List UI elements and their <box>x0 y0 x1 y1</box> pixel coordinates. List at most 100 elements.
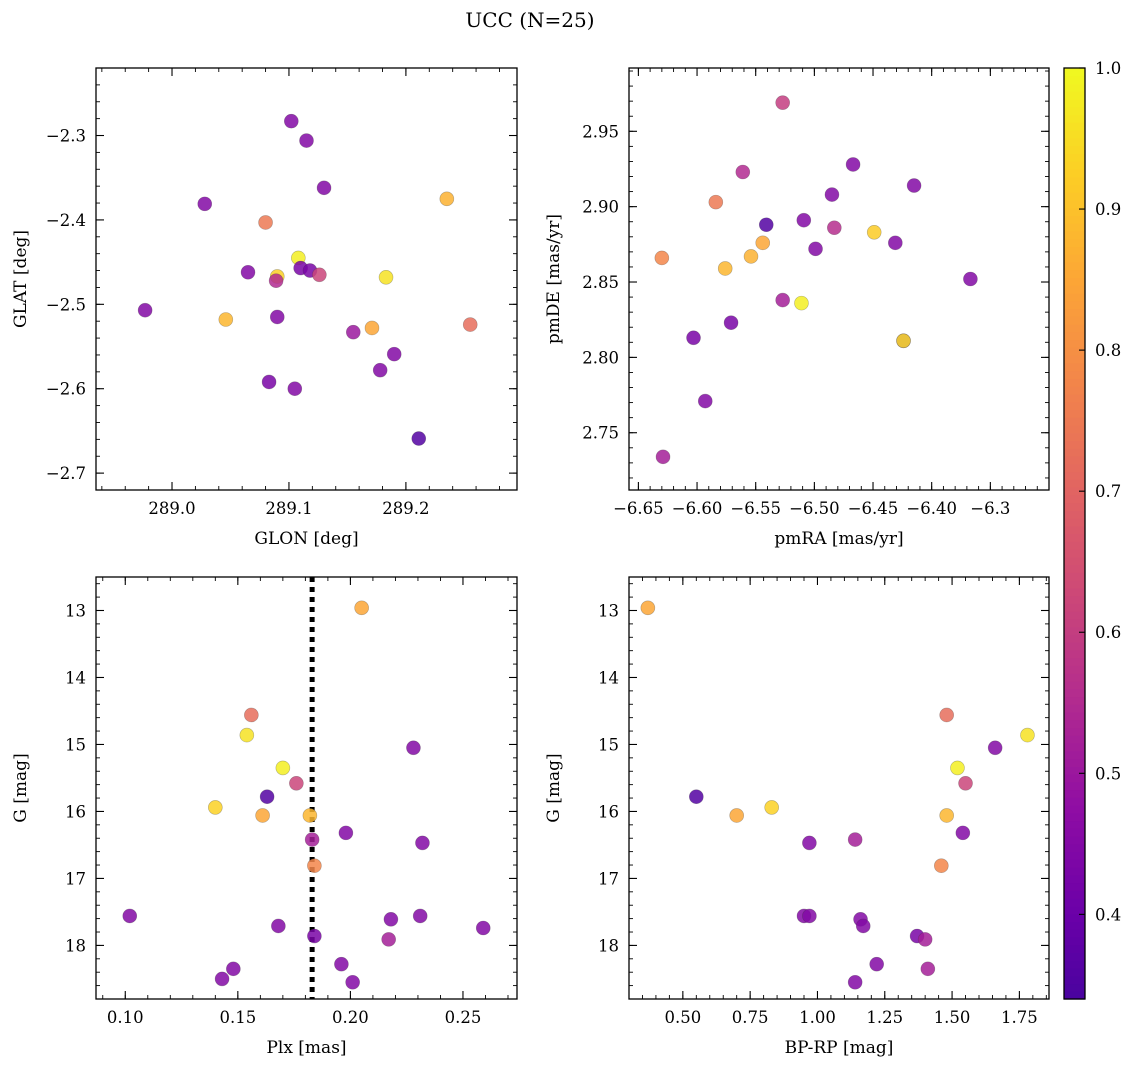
data-point <box>802 908 817 924</box>
data-point <box>304 832 320 847</box>
data-point <box>255 808 270 823</box>
y-tick-label: 16 <box>65 802 86 821</box>
data-point <box>122 908 138 924</box>
data-point <box>654 250 670 266</box>
data-point <box>307 858 322 874</box>
data-point <box>755 235 771 251</box>
data-point <box>307 928 322 944</box>
colorbar-segment <box>1064 316 1085 325</box>
colorbar-tick-label: 0.8 <box>1095 341 1121 360</box>
colorbar-segment <box>1064 417 1085 426</box>
data-point <box>345 974 360 990</box>
colorbar-segment <box>1064 673 1085 682</box>
data-point <box>354 600 369 616</box>
colorbar-segment <box>1064 549 1085 558</box>
colorbar-segment <box>1064 370 1085 379</box>
data-point <box>275 760 291 776</box>
colorbar-segment <box>1064 836 1085 845</box>
colorbar-segment <box>1064 269 1085 279</box>
colorbar-segment <box>1064 355 1085 364</box>
data-point <box>334 956 349 972</box>
y-tick-label: 13 <box>65 601 86 620</box>
colorbar-segment <box>1064 665 1085 674</box>
data-point <box>796 212 812 228</box>
y-tick-label: −2.4 <box>46 211 86 230</box>
y-tick-label: 14 <box>598 668 619 687</box>
data-point <box>775 95 790 110</box>
x-axis-label: BP-RP [mag] <box>785 1038 894 1058</box>
colorbar-segment <box>1064 921 1085 930</box>
y-tick-label: −2.5 <box>46 295 86 314</box>
colorbar-segment <box>1064 944 1085 954</box>
colorbar-segment <box>1064 393 1085 403</box>
colorbar-segment <box>1064 642 1085 651</box>
y-tick-label: −2.3 <box>46 127 86 146</box>
colorbar-segment <box>1064 719 1085 729</box>
y-tick-label: −2.6 <box>46 380 86 399</box>
colorbar-segment <box>1064 556 1085 566</box>
data-point <box>917 932 933 947</box>
data-point <box>258 215 273 230</box>
colorbar-segment <box>1064 192 1085 201</box>
colorbar-segment <box>1064 572 1085 581</box>
colorbar-segment <box>1064 711 1085 721</box>
colorbar-segment <box>1064 246 1085 255</box>
colorbar-segment <box>1064 440 1085 449</box>
colorbar-segment <box>1064 215 1085 224</box>
colorbar-segment <box>1064 789 1085 798</box>
x-tick-label: 1.50 <box>934 1008 971 1027</box>
y-tick-label: 2.80 <box>582 348 619 367</box>
colorbar-segment <box>1064 176 1085 185</box>
colorbar-segment <box>1064 75 1085 85</box>
data-point <box>1020 727 1035 743</box>
data-point <box>412 908 428 924</box>
colorbar-segment <box>1064 820 1085 829</box>
colorbar-segment <box>1064 424 1085 434</box>
colorbar-tick-label: 0.9 <box>1095 200 1121 219</box>
colorbar-segment <box>1064 704 1085 713</box>
data-point <box>775 292 790 308</box>
colorbar-segment <box>1064 533 1085 542</box>
data-point <box>934 858 949 874</box>
colorbar-segment <box>1064 936 1085 946</box>
x-tick-label: −6.50 <box>789 499 840 518</box>
colorbar-segment <box>1064 471 1085 480</box>
data-point <box>137 302 153 318</box>
data-point <box>214 971 230 987</box>
y-tick-label: 14 <box>65 668 86 687</box>
data-point <box>697 393 713 409</box>
data-point <box>758 217 774 233</box>
colorbar-segment <box>1064 207 1085 217</box>
colorbar-segment <box>1064 929 1085 938</box>
y-tick-label: 17 <box>598 869 619 888</box>
data-point <box>640 600 656 616</box>
y-axis-label: GLAT [deg] <box>11 230 31 328</box>
data-point <box>386 346 402 362</box>
data-point <box>411 431 427 446</box>
x-tick-label: 289.0 <box>148 499 195 518</box>
x-tick-label: 0.25 <box>445 1008 482 1027</box>
colorbar-segment <box>1064 479 1085 488</box>
data-point <box>764 800 779 815</box>
colorbar-segment <box>1064 742 1085 752</box>
y-axis-label: G [mag] <box>11 753 31 822</box>
colorbar-segment <box>1064 91 1085 100</box>
colorbar-segment <box>1064 517 1085 527</box>
data-point <box>717 261 733 276</box>
colorbar-segment <box>1064 595 1085 604</box>
colorbar-segment <box>1064 991 1085 1000</box>
colorbar-segment <box>1064 409 1085 418</box>
data-point <box>655 449 671 465</box>
colorbar-segment <box>1064 122 1085 131</box>
x-tick-label: 0.15 <box>219 1008 256 1027</box>
colorbar-segment <box>1064 967 1085 977</box>
colorbar-segment <box>1064 774 1085 783</box>
colorbar-segment <box>1064 254 1085 263</box>
data-point <box>239 727 255 743</box>
y-axis-label: G [mag] <box>544 753 564 822</box>
x-tick-label: 1.75 <box>1001 1008 1038 1027</box>
colorbar-segment <box>1064 913 1085 923</box>
data-point <box>802 835 817 851</box>
data-point <box>289 776 304 791</box>
